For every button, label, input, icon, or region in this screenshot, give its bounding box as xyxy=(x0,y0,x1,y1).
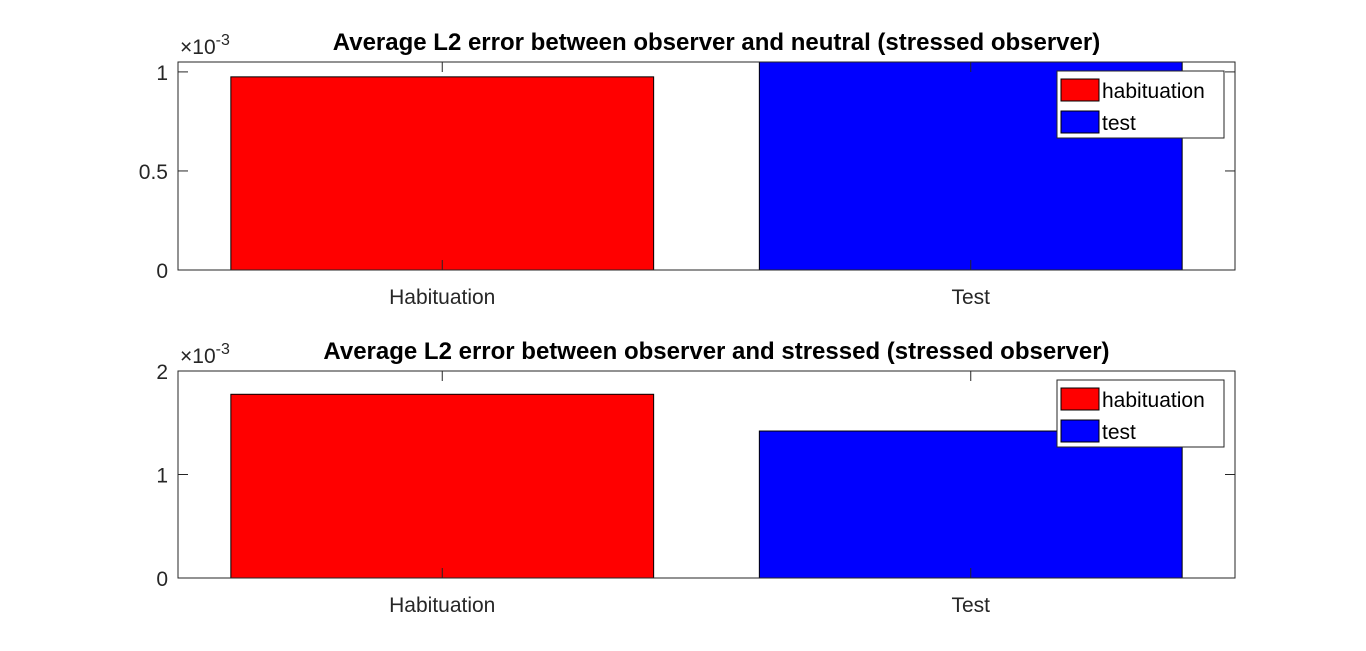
bar-test-test xyxy=(758,430,1183,578)
x-tick-label: Test xyxy=(951,594,990,617)
y-tick-label: 0 xyxy=(156,568,168,591)
y-exponent-base: ×10 xyxy=(180,345,216,368)
y-tick-label: 2 xyxy=(156,361,168,384)
chart-title: Average L2 error between observer and ne… xyxy=(333,29,1100,56)
axes-box xyxy=(177,61,1236,271)
legend-label-habituation: habituation xyxy=(1102,389,1205,412)
y-tick-label: 0 xyxy=(156,260,168,283)
x-tick-label: Habituation xyxy=(389,594,495,617)
y-exponent-label: ×10-3 xyxy=(180,341,230,368)
x-tick-label: Habituation xyxy=(389,286,495,309)
y-tick-label: 1 xyxy=(156,465,168,488)
y-exponent-power: -3 xyxy=(216,32,230,49)
legend-swatch-test xyxy=(1060,110,1100,134)
legend-label-test: test xyxy=(1102,112,1136,135)
bar-habituation-habituation xyxy=(230,393,655,578)
chart-panel-2: 0 1 2 Habituation Test ×10-3 Average L2 error … xyxy=(156,338,1236,617)
bars-group xyxy=(230,393,1183,578)
y-exponent-base: ×10 xyxy=(180,36,216,59)
chart-title: Average L2 error between observer and st… xyxy=(323,338,1109,365)
legend: habituation test xyxy=(1056,70,1225,139)
legend-label-test: test xyxy=(1102,421,1136,444)
bars-group xyxy=(230,62,1183,270)
y-tick-label: 1 xyxy=(156,62,168,85)
legend-label-habituation: habituation xyxy=(1102,80,1205,103)
legend: habituation test xyxy=(1056,379,1225,448)
legend-swatch-habituation xyxy=(1060,78,1100,102)
bar-habituation-habituation xyxy=(230,76,655,270)
x-tick-label: Test xyxy=(951,286,990,309)
y-exponent-label: ×10-3 xyxy=(180,32,230,59)
legend-swatch-test xyxy=(1060,419,1100,443)
chart-panel-1: 0 0.5 1 Habituation Test ×10-3 Average L2 erro… xyxy=(139,29,1236,309)
y-tick-label: 0.5 xyxy=(139,161,168,184)
legend-swatch-habituation xyxy=(1060,387,1100,411)
y-exponent-power: -3 xyxy=(216,341,230,358)
